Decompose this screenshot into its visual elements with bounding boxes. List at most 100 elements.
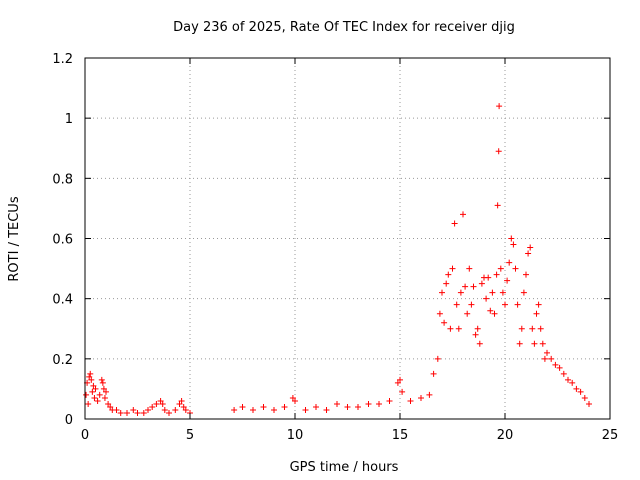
data-point (556, 364, 563, 371)
data-point (365, 400, 372, 407)
y-tick-label: 1.2 (52, 52, 73, 67)
data-point (101, 394, 108, 401)
data-point (472, 331, 479, 338)
data-point (508, 235, 515, 242)
y-tick-label: 0.6 (52, 233, 73, 248)
data-point (533, 310, 540, 317)
data-point (157, 397, 164, 404)
data-point (91, 394, 98, 401)
data-point (426, 391, 433, 398)
data-point (271, 406, 277, 413)
points (83, 103, 592, 416)
data-point (453, 301, 460, 308)
y-ticks: 0 0.2 0.4 0.6 0.8 1 1.2 (52, 52, 610, 428)
data-point (105, 400, 112, 407)
data-point (457, 289, 464, 296)
data-point (491, 310, 498, 317)
data-point (464, 310, 471, 317)
data-point (512, 265, 519, 272)
data-point (487, 307, 494, 314)
y-tick-label: 0.4 (52, 293, 73, 308)
data-point (239, 403, 246, 410)
data-point (130, 406, 137, 413)
data-point (445, 271, 452, 278)
data-point (529, 325, 536, 332)
data-point (439, 289, 445, 296)
data-point (85, 400, 92, 407)
data-point (394, 379, 401, 386)
data-point (525, 250, 532, 257)
data-point (552, 361, 559, 368)
data-point (485, 274, 492, 281)
data-point (159, 400, 166, 407)
data-point (145, 406, 151, 413)
data-point (134, 409, 141, 416)
y-tick-label: 1 (65, 112, 73, 127)
data-point (313, 403, 319, 410)
data-point (449, 265, 456, 272)
data-point (334, 400, 340, 407)
data-point (418, 394, 424, 401)
y-tick-label: 0.2 (52, 353, 73, 368)
data-point (376, 400, 382, 407)
data-point (581, 394, 588, 401)
data-point (397, 376, 403, 383)
data-point (468, 301, 475, 308)
data-point (520, 289, 527, 296)
data-point (250, 406, 256, 413)
data-point (494, 202, 501, 209)
data-point (88, 376, 95, 383)
data-point (470, 283, 477, 290)
data-point (281, 403, 288, 410)
x-tick-label: 10 (287, 428, 304, 443)
plot-frame (84, 57, 611, 420)
data-point (140, 409, 147, 416)
data-point (153, 400, 160, 407)
data-point (544, 349, 550, 356)
data-point (537, 325, 544, 332)
y-tick-label: 0 (65, 413, 73, 428)
data-point (260, 403, 267, 410)
data-point (86, 373, 93, 380)
data-point (548, 355, 555, 362)
data-point (569, 379, 576, 386)
data-point (499, 289, 506, 296)
data-point (172, 406, 179, 413)
data-point (436, 310, 443, 317)
data-point (462, 283, 469, 290)
data-point (176, 400, 183, 407)
data-point (292, 397, 298, 404)
data-point (447, 325, 454, 332)
data-point (451, 220, 458, 227)
data-point (493, 271, 500, 278)
data-point (92, 385, 99, 392)
data-point (124, 409, 130, 416)
data-point (539, 340, 546, 347)
data-point (103, 388, 109, 395)
data-point (573, 385, 580, 392)
data-point (489, 289, 496, 296)
data-point (476, 340, 483, 347)
data-point (455, 325, 462, 332)
data-point (83, 391, 90, 398)
data-point (355, 403, 361, 410)
data-point (113, 406, 120, 413)
x-tick-label: 5 (186, 428, 194, 443)
y-tick-label: 0.8 (52, 172, 73, 187)
data-point (386, 397, 393, 404)
data-point (107, 403, 114, 410)
x-tick-label: 25 (602, 428, 619, 443)
data-point (565, 376, 571, 383)
grid (85, 58, 610, 419)
x-ticks: 0 5 10 15 20 25 (81, 58, 618, 443)
data-point (460, 211, 466, 218)
data-point (496, 103, 503, 110)
data-point (504, 277, 511, 284)
data-point (466, 265, 473, 272)
data-point (178, 397, 185, 404)
data-point (434, 355, 441, 362)
data-point (495, 148, 502, 155)
data-point (94, 397, 101, 404)
data-point (166, 409, 172, 416)
data-point (516, 340, 523, 347)
